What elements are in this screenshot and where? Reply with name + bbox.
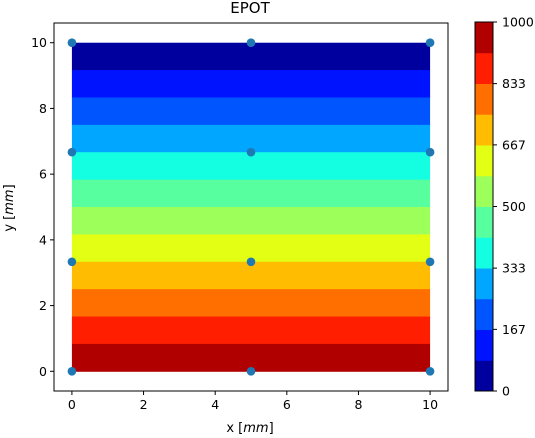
node-points-layer [67, 38, 435, 376]
colorbar-tick-label: 833 [502, 76, 526, 91]
colorbar-segment [475, 52, 493, 85]
colorbar-tick-label: 333 [502, 261, 526, 276]
contour-band [71, 70, 431, 98]
colorbar-segment [475, 22, 493, 54]
node-point [246, 38, 256, 48]
node-point [425, 38, 435, 48]
contour-band [71, 261, 431, 290]
colorbar-tick-label: 667 [502, 137, 526, 152]
y-axis: 0 2 4 6 8 10 [31, 35, 54, 379]
y-tick-label: 6 [39, 167, 47, 182]
x-tick-label: 2 [140, 397, 148, 412]
node-point [67, 38, 77, 48]
colorbar: 0 167 333 500 667 833 1000 [474, 15, 534, 399]
contour-band [71, 316, 431, 345]
contour-band [71, 97, 431, 126]
y-tick-label: 0 [39, 364, 47, 379]
colorbar-segment [475, 298, 493, 330]
colorbar-tick-label: 0 [502, 384, 510, 399]
x-axis-label: x [mm] [226, 421, 273, 436]
y-axis-label: y [mm] [2, 184, 17, 231]
x-axis: 0 2 4 6 8 10 [68, 391, 438, 412]
colorbar-segment [475, 144, 493, 177]
x-tick-label: 0 [68, 397, 76, 412]
contour-band [71, 289, 431, 318]
plot-frame [53, 22, 449, 392]
contour-band [71, 42, 431, 71]
colorbar-segment [475, 360, 493, 392]
node-point [67, 147, 77, 157]
contour-band [71, 152, 431, 181]
colorbar-segment [475, 329, 493, 361]
colorbar-segment [475, 206, 493, 238]
y-tick-label: 2 [39, 298, 47, 313]
node-point [425, 257, 435, 267]
node-point [67, 366, 77, 376]
y-tick-label: 10 [31, 35, 47, 50]
x-tick-label: 6 [283, 397, 291, 412]
chart-title: EPOT [230, 0, 270, 17]
contour-fill-layer [71, 42, 431, 372]
colorbar-segment [475, 237, 493, 269]
colorbar-tick-label: 1000 [502, 15, 534, 30]
contour-band [71, 207, 431, 235]
colorbar-segment [475, 114, 493, 146]
x-tick-label: 10 [422, 397, 438, 412]
contour-band [71, 179, 431, 208]
colorbar-segment [475, 268, 493, 300]
colorbar-tick-label: 167 [502, 322, 526, 337]
node-point [67, 257, 77, 267]
y-tick-label: 8 [39, 101, 47, 116]
node-point [246, 147, 256, 157]
node-point [425, 366, 435, 376]
colorbar-segment [475, 83, 493, 115]
x-tick-label: 4 [211, 397, 219, 412]
node-point [425, 147, 435, 157]
node-point [246, 366, 256, 376]
colorbar-tick-label: 500 [502, 199, 526, 214]
colorbar-segment [475, 175, 493, 207]
x-tick-label: 8 [354, 397, 362, 412]
y-tick-label: 4 [39, 232, 47, 247]
node-point [246, 257, 256, 267]
